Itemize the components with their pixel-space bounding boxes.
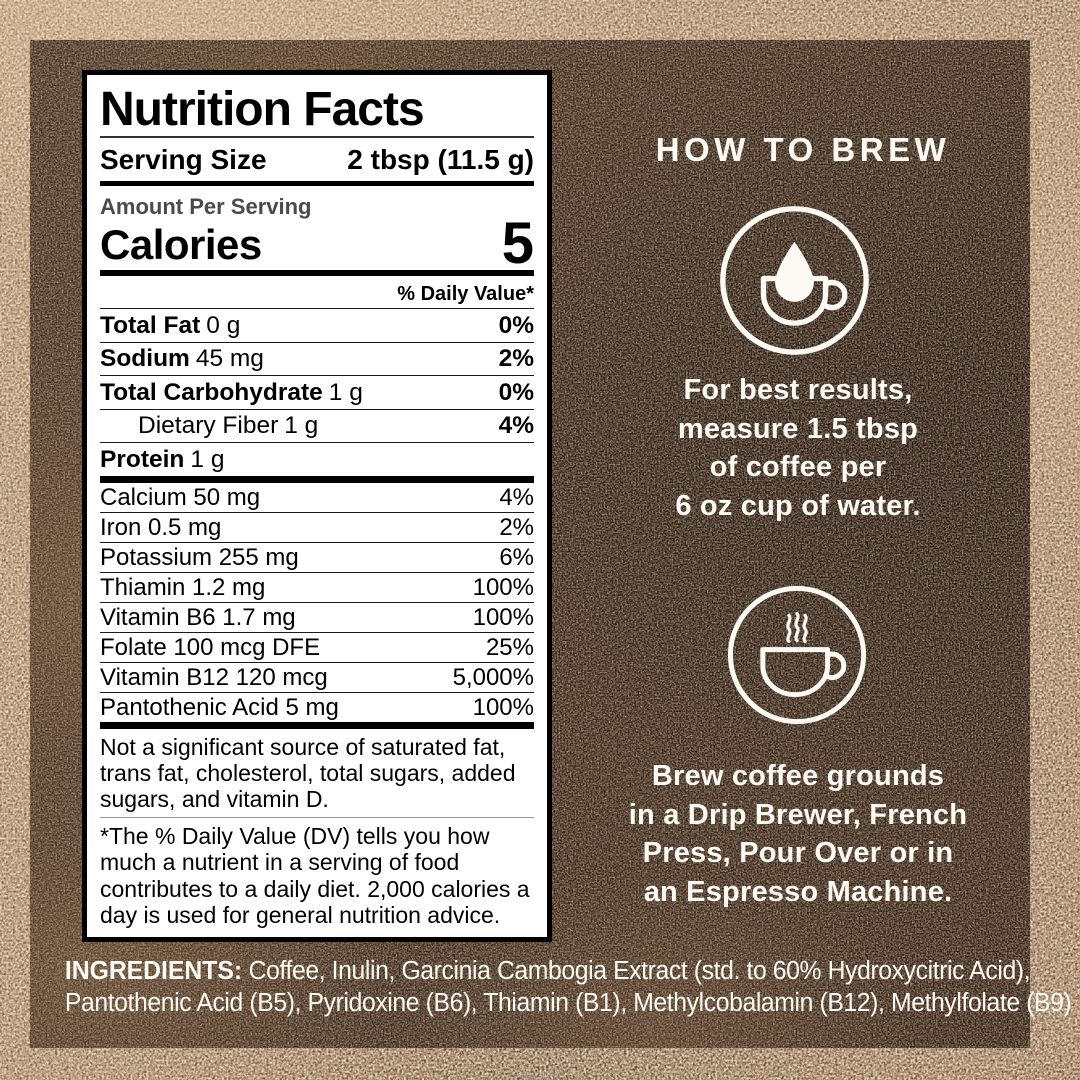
nutrient-row-pantothenic-acid: Pantothenic Acid 5 mg 100%	[100, 693, 534, 721]
steaming-cup-icon	[725, 583, 869, 727]
thick-divider	[100, 270, 534, 276]
not-significant-source-footnote: Not a significant source of saturated fa…	[100, 733, 516, 812]
nutrient-row-total-carbohydrate: Total Carbohydrate 1 g 0%	[100, 376, 534, 410]
nutrient-row-protein: Protein 1 g	[100, 445, 225, 473]
thick-divider	[100, 721, 534, 729]
nutrient-row-dietary-fiber: Dietary Fiber 1 g 4%	[100, 410, 534, 443]
thick-divider	[100, 181, 534, 186]
amount-per-serving-label: Amount Per Serving	[100, 194, 312, 219]
nutrient-row-thiamin: Thiamin 1.2 mg 100%	[100, 573, 534, 603]
daily-value-header: % Daily Value*	[397, 283, 534, 305]
nutrient-row-total-fat: Total Fat 0 g 0%	[100, 309, 534, 343]
brew-step-1-text: For best results, measure 1.5 tbsp of co…	[675, 374, 921, 522]
nutrition-facts-panel: Nutrition Facts Serving Size 2 tbsp (11.…	[82, 70, 552, 942]
divider	[100, 308, 534, 309]
calories-value: 5	[501, 211, 534, 276]
water-drop-cup-icon	[717, 203, 872, 358]
nutrient-row-vitamin-b6: Vitamin B6 1.7 mg 100%	[100, 603, 534, 633]
divider	[100, 817, 534, 819]
ingredients-line-2: Pantothenic Acid (B5), Pyridoxine (B6), …	[64, 988, 1072, 1017]
nutrient-row-iron: Iron 0.5 mg 2%	[100, 513, 534, 543]
serving-size-row: Serving Size 2 tbsp (11.5 g)	[100, 138, 534, 181]
nutrient-row-potassium: Potassium 255 mg 6%	[100, 543, 534, 573]
nutrition-facts-title: Nutrition Facts	[100, 83, 425, 136]
nutrient-row-folate: Folate 100 mcg DFE 25%	[100, 633, 534, 663]
ingredients-line-1: INGREDIENTS: Coffee, Inulin, Garcinia Ca…	[64, 957, 1031, 985]
calories-row: Calories 5	[100, 211, 534, 276]
nutrient-row-calcium: Calcium 50 mg 4%	[100, 483, 534, 513]
how-to-brew-heading: HOW TO BREW	[655, 131, 951, 168]
serving-size-value: 2 tbsp (11.5 g)	[347, 144, 534, 175]
brew-step-2-text: Brew coffee grounds in a Drip Brewer, Fr…	[628, 760, 968, 908]
nutrient-row-vitamin-b12: Vitamin B12 120 mcg 5,000%	[100, 663, 534, 693]
daily-value-footnote: *The % Daily Value (DV) tells you how mu…	[100, 823, 530, 928]
ingredients-label: INGREDIENTS:	[64, 957, 243, 985]
calories-label: Calories	[100, 221, 262, 268]
nutrient-row-sodium: Sodium 45 mg 2%	[100, 343, 534, 376]
serving-size-label: Serving Size	[100, 144, 267, 175]
thick-divider	[100, 475, 534, 483]
ingredients-text: INGREDIENTS: Coffee, Inulin, Garcinia Ca…	[64, 956, 1072, 1019]
divider	[100, 136, 534, 138]
